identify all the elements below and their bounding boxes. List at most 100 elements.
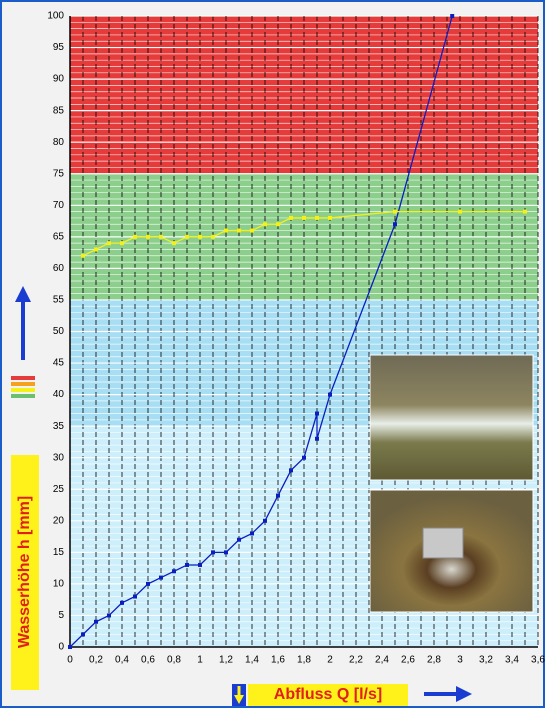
y-tick-label: 100 <box>47 11 64 22</box>
point <box>237 537 241 542</box>
x-label-box <box>248 684 408 706</box>
arrow <box>234 695 244 704</box>
point <box>302 215 306 220</box>
x-tick-label: 2,8 <box>427 655 441 666</box>
x-tick-label: 0,2 <box>89 655 103 666</box>
point <box>107 613 111 618</box>
point <box>276 222 280 227</box>
point <box>315 411 319 416</box>
point <box>120 241 124 246</box>
x-tick-label: 1,2 <box>219 655 233 666</box>
y-tick-label: 40 <box>53 389 65 400</box>
arrow <box>15 286 31 302</box>
point <box>185 234 189 239</box>
point <box>458 209 462 214</box>
legend-icon <box>11 376 35 380</box>
point <box>302 455 306 460</box>
x-tick-label: 2,2 <box>349 655 363 666</box>
x-tick-label: 3,6 <box>531 655 545 666</box>
y-tick-label: 75 <box>53 168 65 179</box>
y-tick-label: 50 <box>53 326 65 337</box>
y-tick-label: 55 <box>53 295 65 306</box>
point <box>172 569 176 574</box>
y-tick-label: 5 <box>58 610 64 621</box>
x-tick-label: 3 <box>457 655 463 666</box>
x-tick-label: 1 <box>197 655 203 666</box>
x-tick-label: 1,6 <box>271 655 285 666</box>
point <box>94 247 98 252</box>
point <box>211 550 215 555</box>
x-tick-label: 2 <box>327 655 333 666</box>
point <box>263 518 267 523</box>
x-tick-label: 3,4 <box>505 655 519 666</box>
y-label-box <box>11 455 39 690</box>
point <box>328 215 332 220</box>
point <box>250 531 254 536</box>
x-tick-label: 0,4 <box>115 655 129 666</box>
point <box>133 594 137 599</box>
y-tick-label: 10 <box>53 579 65 590</box>
y-tick-label: 20 <box>53 515 65 526</box>
y-tick-label: 0 <box>58 642 64 653</box>
y-tick-label: 95 <box>53 42 65 53</box>
point <box>159 575 163 580</box>
point <box>315 215 319 220</box>
y-axis-label: Wasserhöhe h [mm] <box>16 496 33 648</box>
x-tick-label: 0,8 <box>167 655 181 666</box>
point <box>289 468 293 473</box>
point <box>198 562 202 567</box>
point <box>68 645 72 649</box>
x-axis-label: Abfluss Q [l/s] <box>274 686 382 703</box>
photo-detail <box>422 527 464 559</box>
point <box>198 234 202 239</box>
y-tick-label: 60 <box>53 263 65 274</box>
point <box>393 209 397 214</box>
y-tick-label: 35 <box>53 421 65 432</box>
point <box>263 222 267 227</box>
point <box>393 222 397 227</box>
point <box>146 234 150 239</box>
series-layer: 0510152025303540455055606570758085909510… <box>47 11 545 666</box>
y-tick-label: 25 <box>53 484 65 495</box>
point <box>185 562 189 567</box>
legend-icon <box>11 388 35 392</box>
point <box>224 550 228 555</box>
y-tick-label: 45 <box>53 358 65 369</box>
x-tick-label: 3,2 <box>479 655 493 666</box>
y-tick-label: 65 <box>53 231 65 242</box>
arrow <box>456 686 472 702</box>
point <box>133 234 137 239</box>
y-tick-label: 85 <box>53 105 65 116</box>
point <box>237 228 241 233</box>
point <box>328 392 332 397</box>
point <box>315 436 319 441</box>
point <box>172 241 176 246</box>
y-tick-label: 70 <box>53 200 65 211</box>
point <box>159 234 163 239</box>
x-tick-label: 1,8 <box>297 655 311 666</box>
point <box>523 209 527 214</box>
point <box>81 632 85 637</box>
legend-icon <box>11 382 35 386</box>
band <box>70 16 538 174</box>
x-tick-label: 0,6 <box>141 655 155 666</box>
point <box>276 493 280 498</box>
series-line <box>69 15 453 648</box>
x-tick-label: 2,4 <box>375 655 389 666</box>
point <box>289 215 293 220</box>
point <box>107 241 111 246</box>
point <box>450 14 455 18</box>
point <box>120 600 124 605</box>
point <box>146 581 150 586</box>
x-tick-label: 2,6 <box>401 655 415 666</box>
y-tick-label: 90 <box>53 74 65 85</box>
legend-icon <box>11 394 35 398</box>
point <box>224 228 228 233</box>
point <box>250 228 254 233</box>
photo <box>369 354 534 481</box>
y-tick-label: 80 <box>53 137 65 148</box>
y-tick-label: 15 <box>53 547 65 558</box>
point <box>94 619 98 624</box>
point <box>211 234 215 239</box>
